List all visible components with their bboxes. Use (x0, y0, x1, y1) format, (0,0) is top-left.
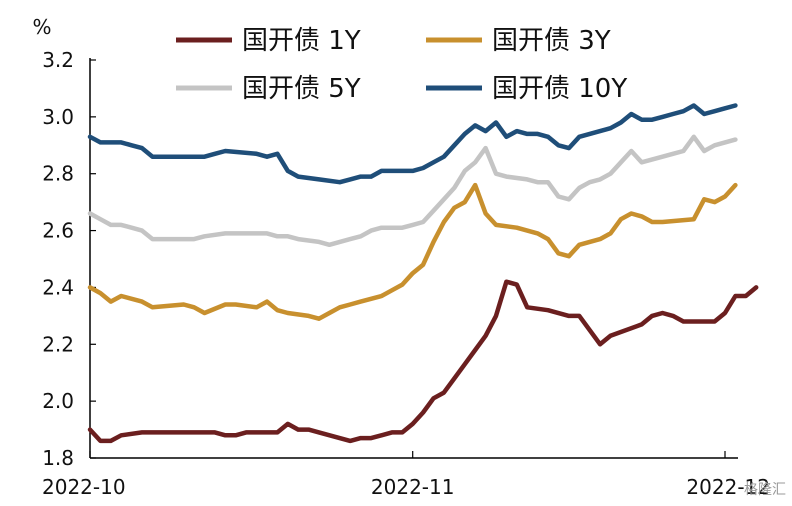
legend-label: 国开债 3Y (492, 26, 611, 56)
y-tick-label: 2.8 (42, 162, 74, 186)
watermark-text: 格隆汇 (744, 482, 786, 498)
y-axis-unit: % (32, 15, 51, 39)
legend-label: 国开债 10Y (492, 74, 627, 104)
y-tick-label: 3.2 (42, 48, 74, 72)
legend-label: 国开债 1Y (242, 26, 361, 56)
y-tick-label: 3.0 (42, 105, 74, 129)
x-tick-label: 2022-11 (371, 475, 455, 499)
chart-lines (87, 103, 759, 444)
y-tick-label: 1.8 (42, 446, 74, 470)
series-line-3 (87, 134, 738, 248)
chart-axes: 1.8 2.0 2.2 2.4 2.6 2.8 3.0 3.2 2022-10 2022-11 20… (42, 48, 770, 499)
series-line-2 (87, 182, 738, 321)
legend-label: 国开债 5Y (242, 74, 361, 104)
x-tick-label: 2022-10 (42, 475, 126, 499)
y-tick-label: 2.2 (42, 332, 74, 356)
x-tick-label: 2022-12 (686, 475, 770, 499)
chart-legend: 国开债 1Y 国开债 3Y 国开债 5Y 国开债 10Y (176, 26, 627, 104)
y-tick-label: 2.4 (42, 275, 74, 299)
y-tick-label: 2.6 (42, 219, 74, 243)
series-line-4 (87, 103, 738, 185)
y-tick-label: 2.0 (42, 389, 74, 413)
series-line-1 (87, 279, 759, 444)
